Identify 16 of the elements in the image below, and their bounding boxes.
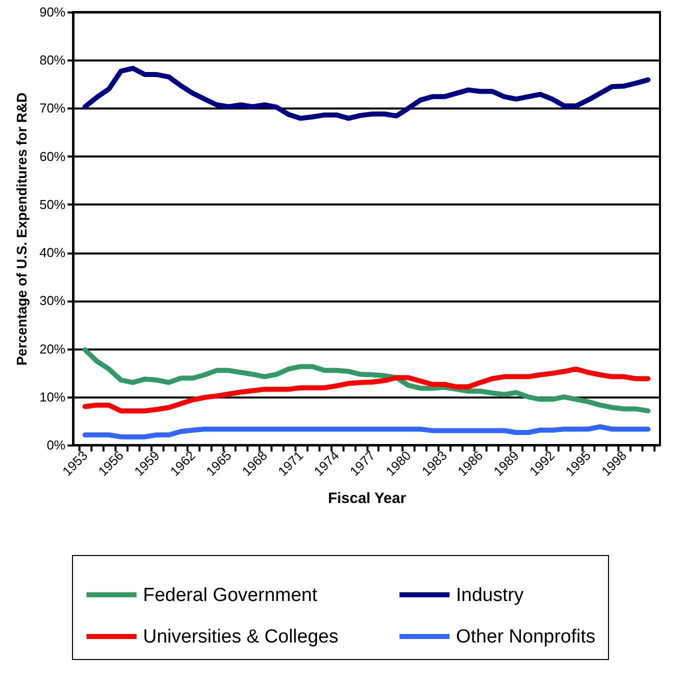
y-tick-label: 40%	[39, 245, 66, 260]
y-tick-label: 20%	[39, 341, 66, 356]
legend-label: Federal Government	[143, 584, 318, 606]
y-tick-label: 80%	[39, 52, 66, 68]
legend-label: Universities & Colleges	[143, 626, 338, 648]
y-tick-label: 10%	[39, 389, 66, 404]
y-axis-title: Percentage of U.S. Expenditures for R&D	[13, 92, 30, 366]
y-tick-label: 60%	[39, 148, 66, 164]
y-tick-label: 0%	[46, 438, 66, 452]
y-tick-label: 50%	[39, 196, 66, 212]
y-tick-label: 90%	[39, 4, 66, 20]
x-axis-title: Fiscal Year	[328, 490, 406, 507]
legend-label: Industry	[456, 584, 524, 606]
legend-label: Other Nonprofits	[456, 626, 596, 648]
y-tick-label: 30%	[39, 293, 66, 308]
y-tick-label: 70%	[39, 100, 66, 116]
